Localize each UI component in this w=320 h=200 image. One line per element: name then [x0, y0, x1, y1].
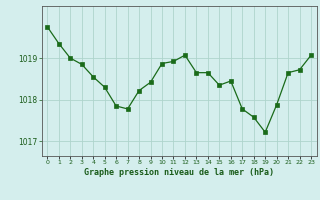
X-axis label: Graphe pression niveau de la mer (hPa): Graphe pression niveau de la mer (hPa): [84, 168, 274, 177]
